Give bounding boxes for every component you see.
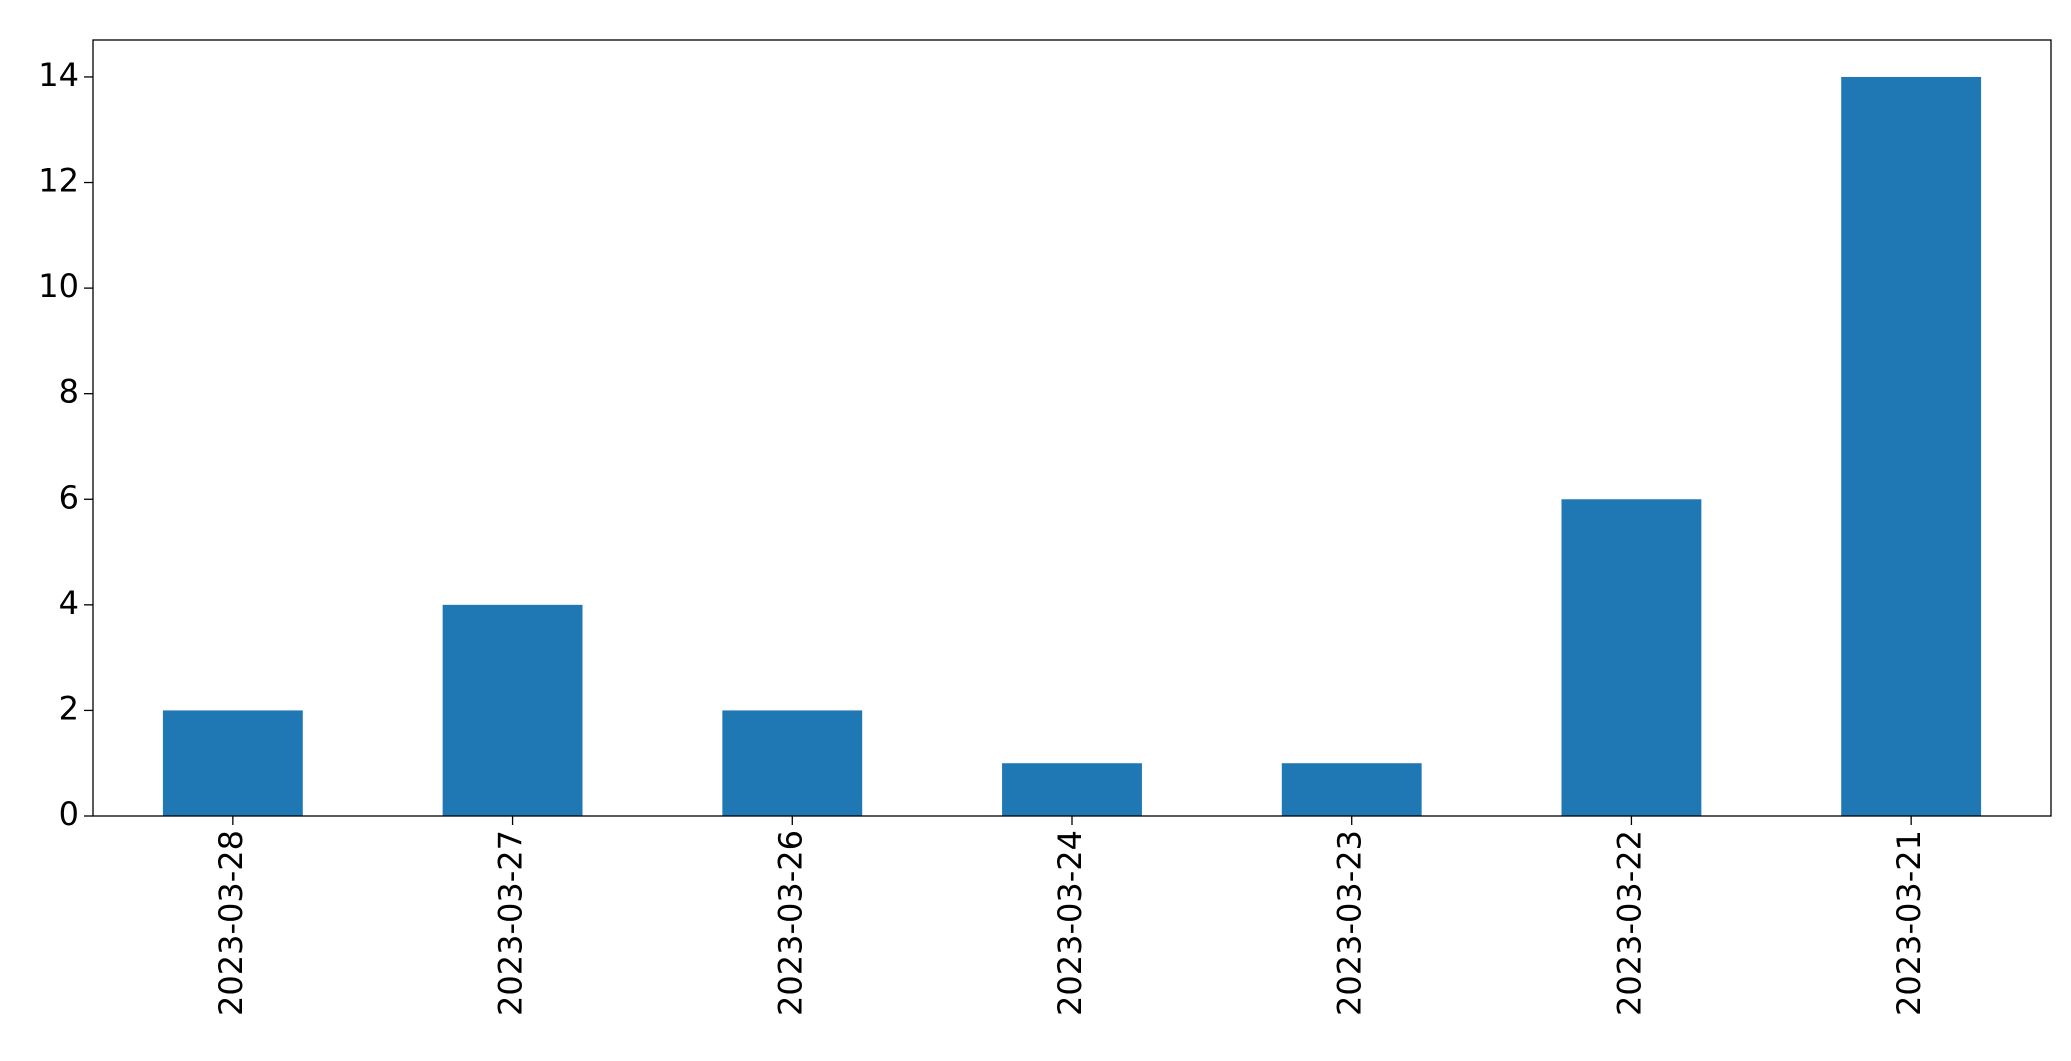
x-tick-label: 2023-03-21 [1890,830,1928,1016]
x-tick-label: 2023-03-27 [492,830,530,1016]
bar [1002,763,1142,816]
y-tick-label: 2 [59,689,79,727]
bar [442,604,583,816]
x-tick-label: 2023-03-23 [1331,830,1369,1016]
bar [1841,76,1982,816]
bar [1561,499,1702,816]
plot-frame [92,39,2052,817]
bar [1281,763,1422,816]
x-tick-label: 2023-03-26 [771,830,809,1016]
x-tick-label: 2023-03-22 [1610,830,1648,1016]
y-tick-label: 4 [59,584,79,622]
y-tick-label: 10 [38,267,79,305]
y-tick-label: 14 [38,56,79,94]
x-tick-label: 2023-03-28 [212,830,250,1016]
x-tick-label: 2023-03-24 [1051,830,1089,1016]
y-tick-label: 6 [59,478,79,516]
bar [162,710,303,816]
bar [722,710,863,816]
y-tick-label: 12 [38,162,79,200]
y-tick-label: 0 [59,795,79,833]
y-tick-label: 8 [59,373,79,411]
